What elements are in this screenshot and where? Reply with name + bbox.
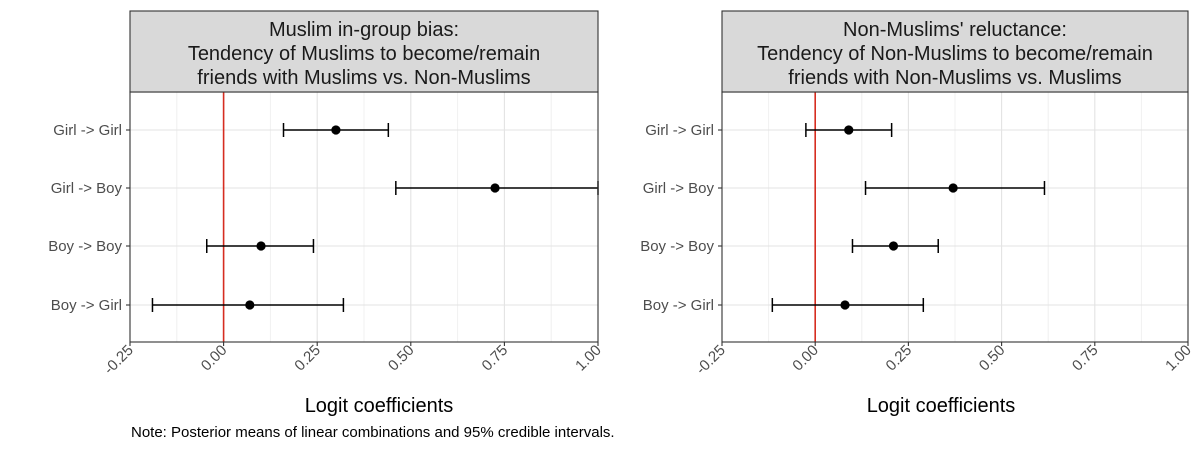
x-tick-label: -0.25 bbox=[101, 342, 137, 378]
estimate-point bbox=[490, 183, 500, 193]
y-tick-label: Girl -> Girl bbox=[53, 122, 122, 139]
facet-title-line: Muslim in-group bias: bbox=[269, 19, 459, 41]
x-tick-label: -0.25 bbox=[693, 342, 729, 378]
y-tick-label: Boy -> Boy bbox=[640, 238, 714, 255]
chart-panel-1: Muslim in-group bias:Tendency of Muslims… bbox=[48, 10, 605, 417]
facet-title-line: Non-Muslims' reluctance: bbox=[843, 19, 1067, 41]
facet-strip bbox=[721, 10, 1189, 93]
facet-title-line: friends with Muslims vs. Non-Muslims bbox=[197, 67, 530, 89]
x-tick-label: 1.00 bbox=[572, 342, 605, 375]
estimate-point bbox=[840, 300, 850, 310]
estimate-point bbox=[888, 241, 899, 251]
estimate-point bbox=[948, 183, 958, 193]
facet-title-line: Tendency of Muslims to become/remain bbox=[188, 43, 540, 65]
figure-note: Note: Posterior means of linear combinat… bbox=[131, 424, 615, 441]
y-tick-label: Girl -> Boy bbox=[643, 180, 715, 197]
y-tick-label: Boy -> Girl bbox=[643, 297, 714, 314]
estimate-point bbox=[331, 125, 341, 135]
facet-title-line: friends with Non-Muslims vs. Muslims bbox=[788, 67, 1121, 89]
y-tick-label: Girl -> Girl bbox=[645, 122, 714, 139]
estimate-point bbox=[256, 241, 266, 251]
x-tick-label: 0.25 bbox=[883, 342, 916, 375]
x-tick-label: 0.25 bbox=[291, 342, 324, 375]
x-tick-label: 0.00 bbox=[789, 342, 822, 375]
x-axis-title: Logit coefficients bbox=[867, 395, 1016, 417]
x-tick-label: 0.75 bbox=[1069, 342, 1102, 375]
x-tick-label: 0.00 bbox=[198, 342, 231, 375]
facet-title-line: Tendency of Non-Muslims to become/remain bbox=[757, 43, 1153, 65]
x-axis-title: Logit coefficients bbox=[305, 395, 454, 417]
x-tick-label: 0.75 bbox=[479, 342, 512, 375]
estimate-point bbox=[245, 300, 255, 310]
y-tick-label: Boy -> Girl bbox=[51, 297, 122, 314]
chart-panel-2: Non-Muslims' reluctance:Tendency of Non-… bbox=[640, 10, 1195, 417]
x-tick-label: 0.50 bbox=[385, 342, 418, 375]
x-tick-label: 1.00 bbox=[1162, 342, 1195, 375]
x-tick-label: 0.50 bbox=[976, 342, 1009, 375]
estimate-point bbox=[844, 125, 854, 135]
y-tick-label: Boy -> Boy bbox=[48, 238, 122, 255]
y-tick-label: Girl -> Boy bbox=[51, 180, 123, 197]
facet-strip bbox=[129, 10, 599, 93]
